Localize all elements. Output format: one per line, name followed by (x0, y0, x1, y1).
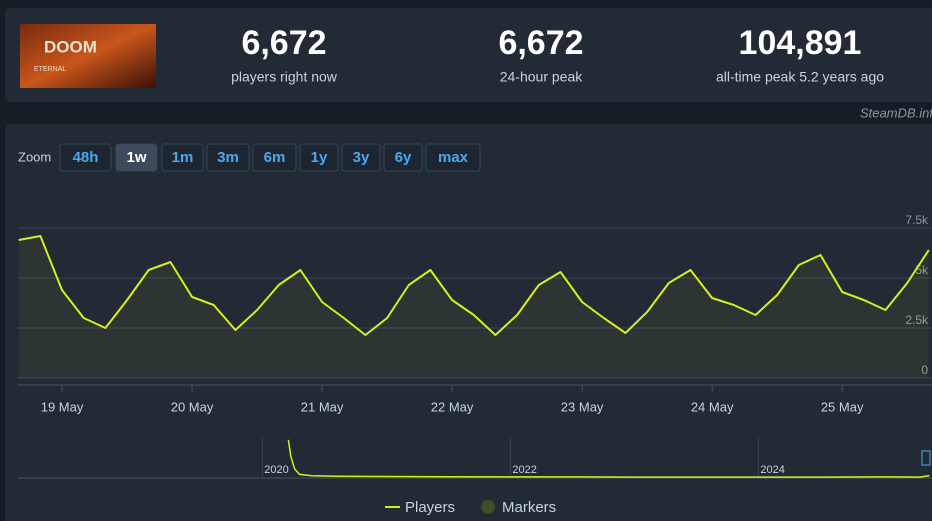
navigator-tick-label: 2024 (760, 464, 784, 476)
legend-label[interactable]: Players (405, 499, 455, 516)
zoom-button[interactable] (425, 143, 481, 172)
zoom-button[interactable] (299, 143, 339, 172)
x-tick-label: 22 May (431, 399, 474, 414)
zoom-button-label[interactable]: 1y (311, 149, 328, 166)
y-tick-label: 2.5k (905, 313, 929, 327)
stat-label: 24-hour peak (500, 69, 584, 85)
area (18, 236, 929, 378)
zoom-button-label[interactable]: 3y (353, 149, 370, 166)
stat-value: 6,672 (241, 24, 326, 62)
line (18, 235, 930, 336)
zoom-button[interactable] (341, 143, 381, 172)
zoom-button-label[interactable]: 48h (73, 149, 99, 166)
x-tick-label: 20 May (171, 399, 214, 414)
y-tick-label: 7.5k (905, 213, 929, 227)
x-tick-label: 24 May (691, 399, 734, 414)
zoom-button-label[interactable]: 1w (126, 149, 146, 166)
chart-panel (5, 124, 932, 521)
zoom-button[interactable] (383, 143, 423, 172)
legend-marker (481, 500, 495, 514)
navigator-line (287, 439, 930, 478)
y-tick-label: 0 (921, 363, 928, 377)
game-logo (20, 24, 156, 88)
stat-value: 104,891 (739, 24, 862, 62)
zoom-button[interactable] (59, 143, 112, 172)
zoom-button[interactable] (161, 143, 204, 172)
x-tick-label: 21 May (301, 399, 344, 414)
navigator-tick-label: 2022 (512, 464, 536, 476)
stat-label: players right now (231, 69, 338, 85)
zoom-button-label[interactable]: 6m (264, 149, 286, 166)
logo-title: DOOM (44, 37, 97, 56)
navigator-tick-label: 2020 (264, 464, 288, 476)
x-tick-label: 19 May (41, 399, 84, 414)
stat-value: 6,672 (498, 24, 583, 62)
x-tick-label: 23 May (561, 399, 604, 414)
zoom-button-label[interactable]: 1m (172, 149, 194, 166)
zoom-button-label[interactable]: 3m (217, 149, 239, 166)
zoom-button[interactable] (206, 143, 250, 172)
zoom-button[interactable] (252, 143, 297, 172)
navigator-handle[interactable] (921, 450, 931, 466)
stats-panel (5, 8, 932, 102)
x-tick-label: 25 May (821, 399, 864, 414)
zoom-button[interactable] (115, 143, 158, 172)
credit: SteamDB.info (860, 105, 932, 120)
legend-label[interactable]: Markers (502, 499, 556, 516)
zoom-button-label[interactable]: max (438, 149, 469, 166)
zoom-label: Zoom (18, 149, 51, 164)
zoom-button-label[interactable]: 6y (395, 149, 412, 166)
stat-label: all-time peak 5.2 years ago (716, 69, 884, 85)
logo-subtitle: ETERNAL (34, 66, 66, 73)
